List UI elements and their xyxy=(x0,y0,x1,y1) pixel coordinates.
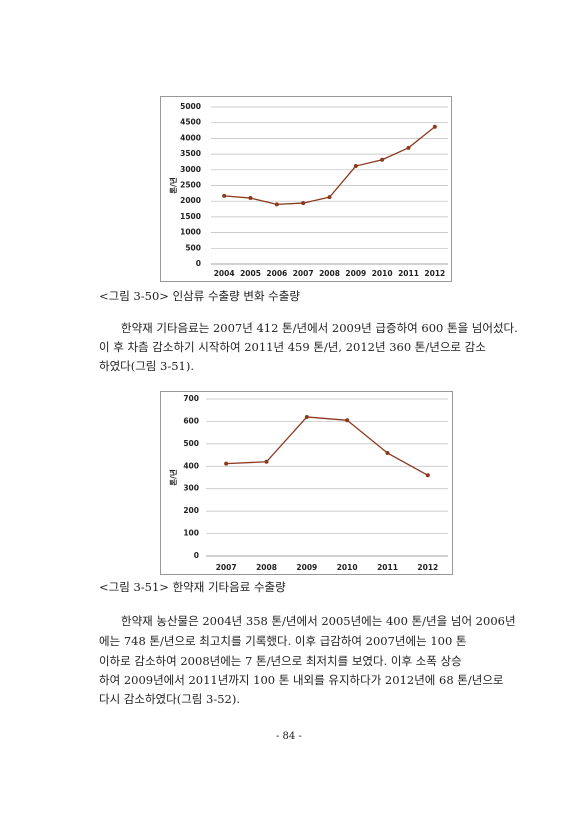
x-tick-label: 2008 xyxy=(319,269,340,278)
text-line: 이 후 차츰 감소하기 시작하여 2011년 459 톤/년, 2012년 36… xyxy=(99,340,486,354)
y-tick-label: 0 xyxy=(196,259,201,268)
y-axis-label: 톤/년 xyxy=(168,177,178,194)
page-number: - 84 - xyxy=(276,731,302,742)
point xyxy=(432,124,437,129)
y-tick-label: 100 xyxy=(183,529,199,538)
y-tick-label: 2500 xyxy=(180,181,201,190)
point xyxy=(274,202,279,207)
y-tick-label: 500 xyxy=(183,439,199,448)
caption: <그림 3-51> 한약재 기타음료 수출량 xyxy=(99,580,286,594)
point xyxy=(264,459,269,464)
point xyxy=(327,195,332,200)
y-tick-label: 0 xyxy=(194,551,199,560)
y-tick-label: 5000 xyxy=(180,102,201,111)
y-tick-label: 1000 xyxy=(180,228,201,237)
x-tick-label: 2010 xyxy=(337,563,358,572)
point xyxy=(425,473,430,478)
y-tick-label: 4500 xyxy=(180,118,201,127)
point xyxy=(345,418,350,423)
text-line: 하여 2009년에서 2011년까지 100 톤 내외를 유지하다가 2012년… xyxy=(99,673,504,687)
chart: 0 500 1000 1500 2000 2500 3000 3500 4000 4500 5000… xyxy=(160,96,452,282)
y-tick-label: 3500 xyxy=(180,149,201,158)
x-tick-label: 2011 xyxy=(377,563,398,572)
point xyxy=(301,201,306,206)
text-line: 하였다(그림 3-51). xyxy=(99,359,195,373)
point xyxy=(248,196,253,201)
y-tick-label: 300 xyxy=(183,484,199,493)
x-tick-label: 2012 xyxy=(424,269,445,278)
x-tick-label: 2008 xyxy=(256,563,277,572)
line xyxy=(226,416,429,476)
y-tick-label: 1500 xyxy=(180,212,201,221)
y-tick-label: 600 xyxy=(183,416,199,425)
text-line: 한약재 농산물은 2004년 358 톤/년에서 2005년에는 400 톤/년… xyxy=(121,614,516,628)
text-line: 다시 감소하였다(그림 3-52). xyxy=(99,692,240,706)
point xyxy=(222,193,227,198)
y-tick-label: 700 xyxy=(183,394,199,403)
y-tick-label: 500 xyxy=(185,243,201,252)
x-tick-label: 2010 xyxy=(372,269,393,278)
x-tick-label: 2006 xyxy=(266,269,287,278)
point xyxy=(353,164,358,169)
point xyxy=(304,414,309,419)
x-tick-label: 2007 xyxy=(293,269,314,278)
y-tick-label: 400 xyxy=(183,461,199,470)
text-line: 이하로 감소하여 2008년에는 7 톤/년으로 최저치를 보였다. 이후 소폭… xyxy=(99,654,462,668)
point xyxy=(380,157,385,162)
x-tick-label: 2007 xyxy=(216,563,237,572)
y-tick-label: 2000 xyxy=(180,196,201,205)
x-tick-label: 2004 xyxy=(214,269,235,278)
y-tick-label: 200 xyxy=(183,506,199,515)
x-tick-label: 2012 xyxy=(417,563,438,572)
caption: <그림 3-50> 인삼류 수출량 변화 수출량 xyxy=(99,289,300,303)
text-line: 에는 748 톤/년으로 최고치를 기록했다. 이후 급감하여 2007년에는 … xyxy=(99,634,467,648)
text-line: 한약재 기타음료는 2007년 412 톤/년에서 2009년 급증하여 600… xyxy=(121,321,518,335)
y-tick-label: 3000 xyxy=(180,165,201,174)
point xyxy=(406,145,411,150)
x-tick-label: 2011 xyxy=(398,269,419,278)
chart: 0 100 200 300 400 500 600 700 2007 2008 2009 2010 20… xyxy=(160,391,453,575)
point xyxy=(385,451,390,456)
y-axis-label: 톤/년 xyxy=(168,469,178,486)
point xyxy=(224,461,229,466)
x-tick-label: 2009 xyxy=(296,563,317,572)
x-tick-label: 2005 xyxy=(240,269,261,278)
x-tick-label: 2009 xyxy=(345,269,366,278)
y-tick-label: 4000 xyxy=(180,133,201,142)
